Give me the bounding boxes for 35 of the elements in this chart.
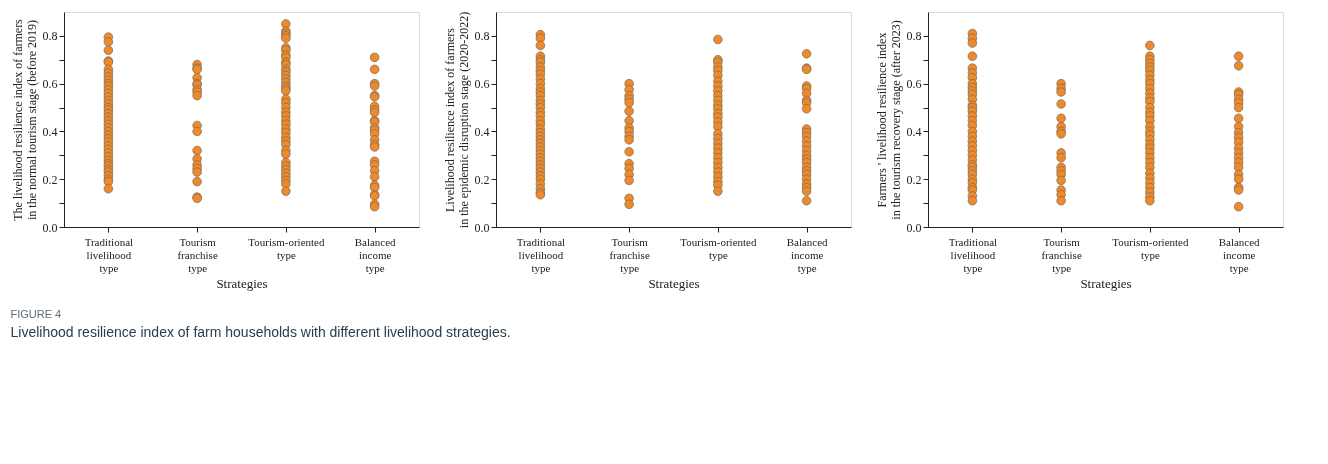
y-axis-title: Farmers ' livelihood resilience index in the tourism recovery stage (after 2023) (874, 20, 903, 220)
x-axis-title: Strategies (648, 275, 700, 291)
x-tick-label: Balanced income type (786, 235, 829, 274)
x-tick-label: Balanced income type (1218, 235, 1261, 274)
y-tick-label: 0.8 (42, 29, 58, 44)
y-tick-label: 0.0 (474, 220, 490, 235)
y-tick-label: 0.6 (906, 77, 922, 92)
y-tick-label: 0.2 (474, 172, 490, 187)
y-tick-label: 0.2 (42, 172, 58, 187)
y-tick-label: 0.4 (906, 124, 922, 139)
text: Livelihood resilience index of farm households with different livelihood strategies. (10, 323, 511, 340)
x-tick-label: Tourism-oriented type (1112, 235, 1189, 261)
x-tick-label: Tourism franchise type (177, 235, 218, 274)
x-tick-label: Tourism franchise type (609, 235, 650, 274)
x-tick-label: Traditional livelihood type (516, 235, 566, 274)
x-tick-label: Traditional livelihood type (84, 235, 134, 274)
y-tick-label: 0.4 (474, 124, 490, 139)
x-axis-title: Strategies (216, 275, 268, 291)
x-tick-label: Tourism-oriented type (680, 235, 757, 261)
y-tick-label: 0.2 (906, 172, 922, 187)
x-tick-label: Tourism-oriented type (248, 235, 325, 261)
y-axis-title: The livelihood resilience index of farmers in the normal tourism stage (before 2019) (10, 18, 39, 221)
y-tick-label: 0.0 (906, 220, 922, 235)
y-tick-label: 0.4 (42, 124, 58, 139)
x-tick-label: Balanced income type (354, 235, 397, 274)
x-tick-label: Traditional livelihood type (948, 235, 998, 274)
x-tick-label: Tourism franchise type (1041, 235, 1082, 274)
x-axis-title: Strategies (1080, 275, 1132, 291)
y-tick-label: 0.0 (42, 220, 58, 235)
y-tick-label: 0.8 (906, 29, 922, 44)
y-tick-label: 0.6 (474, 77, 490, 92)
y-tick-label: 0.6 (42, 77, 58, 92)
y-tick-label: 0.8 (474, 29, 490, 44)
y-axis-title: Livelihood resilience index of farmers in the epidemic disruption stage (2020-2022) (442, 11, 471, 229)
caption: FIGURE 4 (10, 307, 62, 320)
